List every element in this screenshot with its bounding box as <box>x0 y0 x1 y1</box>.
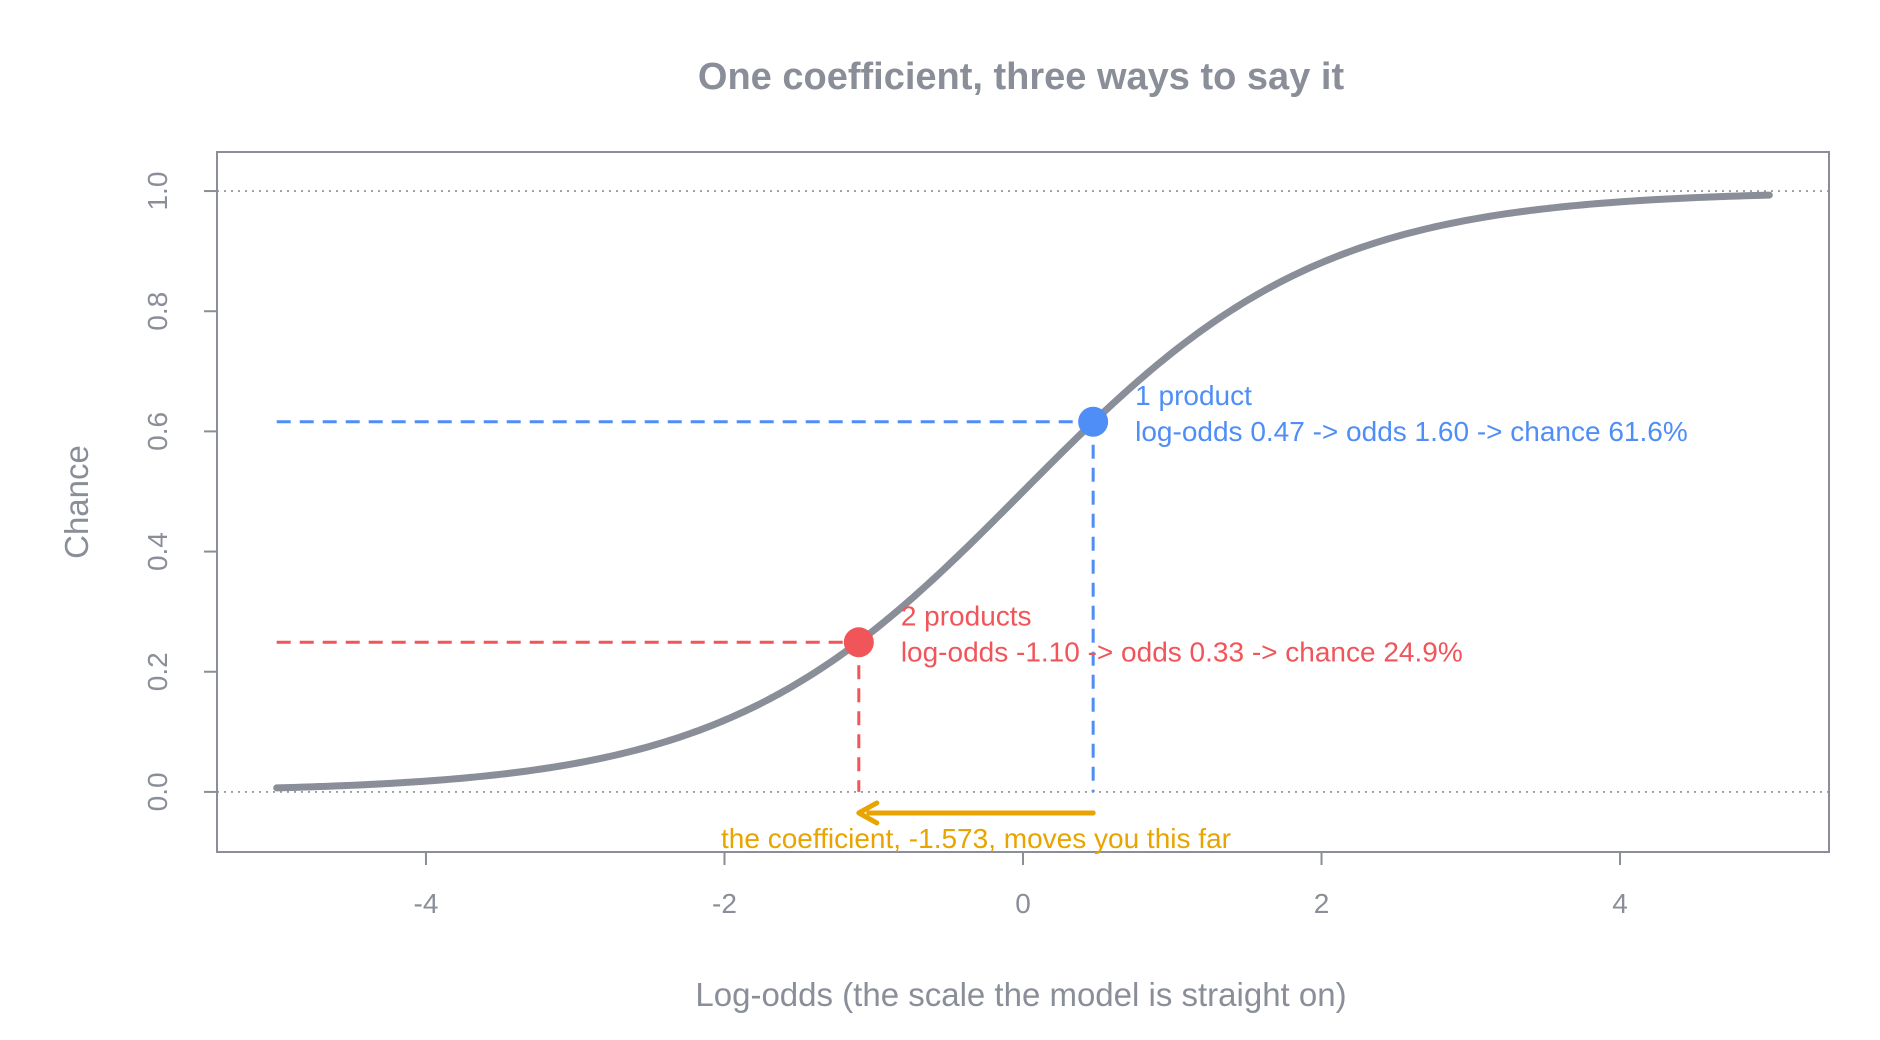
y-tick-label: 0.0 <box>142 772 173 811</box>
y-tick-label: 0.4 <box>142 532 173 571</box>
point-label-detail: log-odds 0.47 -> odds 1.60 -> chance 61.… <box>1135 416 1688 447</box>
x-tick-label: -4 <box>414 888 439 919</box>
guide-lines <box>276 420 1095 792</box>
coefficient-arrow: the coefficient, -1.573, moves you this … <box>721 800 1231 854</box>
logistic-curve <box>273 191 1773 792</box>
point-marker <box>843 627 874 658</box>
y-axis: 0.0 0.2 0.4 0.6 0.8 1.0 <box>142 172 217 811</box>
y-tick-label: 1.0 <box>142 172 173 211</box>
x-axis-title: Log-odds (the scale the model is straigh… <box>695 976 1346 1013</box>
reference-lines <box>217 190 1829 793</box>
arrow-label: the coefficient, -1.573, moves you this … <box>721 823 1231 854</box>
y-axis-title: Chance <box>58 445 95 559</box>
x-tick-label: 2 <box>1314 888 1330 919</box>
y-tick-label: 0.8 <box>142 292 173 331</box>
chart-title: One coefficient, three ways to say it <box>698 56 1345 98</box>
x-tick-label: 4 <box>1612 888 1628 919</box>
point-annotations: 1 product log-odds 0.47 -> odds 1.60 -> c… <box>901 380 1688 668</box>
point-label-title: 2 products <box>901 600 1032 631</box>
y-tick-label: 0.6 <box>142 412 173 451</box>
arrow-head <box>856 800 880 826</box>
point-label-detail: log-odds -1.10 -> odds 0.33 -> chance 24… <box>901 636 1463 667</box>
x-tick-label: -2 <box>712 888 737 919</box>
x-axis: -4 -2 0 2 4 <box>414 852 1628 919</box>
point-label-title: 1 product <box>1135 380 1252 411</box>
point-marker <box>1078 406 1109 437</box>
plot-frame <box>216 151 1830 853</box>
x-tick-label: 0 <box>1015 888 1031 919</box>
point-markers <box>843 406 1109 658</box>
y-tick-label: 0.2 <box>142 652 173 691</box>
